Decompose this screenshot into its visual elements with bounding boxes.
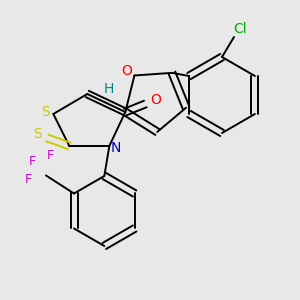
Text: F: F: [28, 155, 36, 168]
Text: O: O: [121, 64, 132, 79]
Text: F: F: [25, 173, 32, 186]
Text: O: O: [150, 93, 161, 107]
Text: S: S: [33, 127, 42, 141]
Text: F: F: [46, 149, 54, 162]
Text: Cl: Cl: [233, 22, 247, 36]
Text: N: N: [110, 141, 121, 155]
Text: H: H: [103, 82, 113, 96]
Text: S: S: [41, 105, 50, 119]
